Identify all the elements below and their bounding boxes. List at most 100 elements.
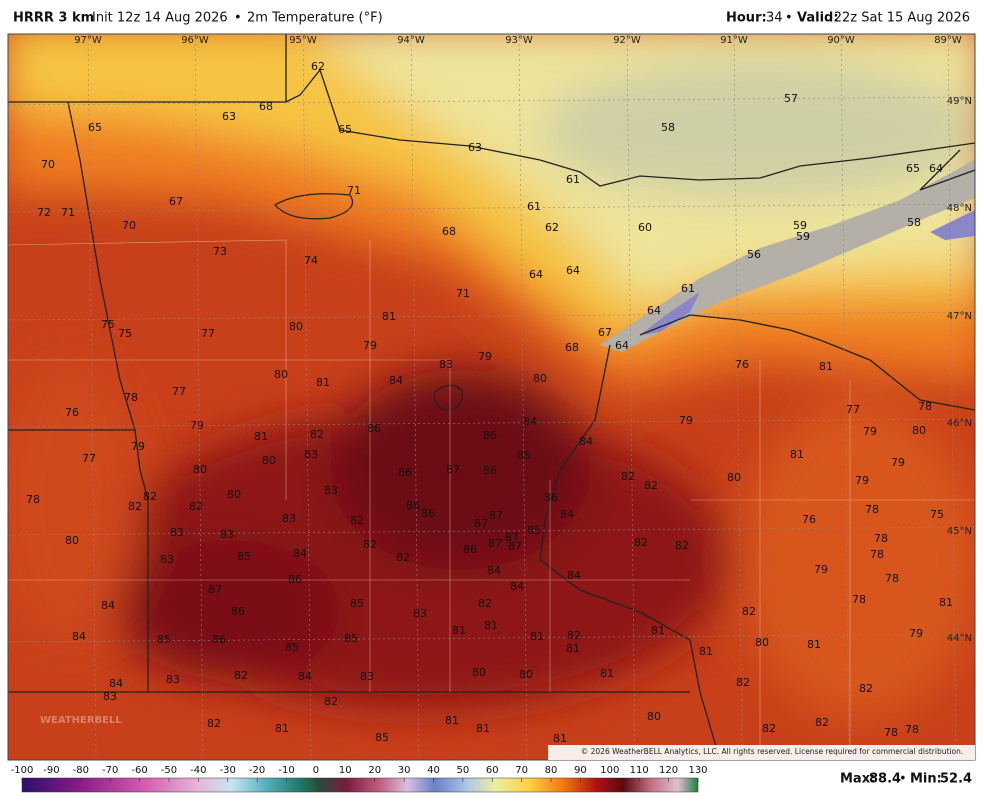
temperature-label: 81: [476, 722, 490, 735]
latitude-label: 47°N: [947, 311, 972, 322]
longitude-label: 93°W: [505, 35, 533, 46]
temperature-label: 62: [545, 221, 559, 234]
colorbar-tick-label: 130: [688, 765, 707, 776]
temperature-label: 82: [644, 479, 658, 492]
colorbar-tick-label: -10: [278, 765, 294, 776]
colorbar-tick-label: 100: [600, 765, 619, 776]
temperature-label: 81: [445, 714, 459, 727]
temperature-label: 83: [304, 448, 318, 461]
temperature-label: 79: [131, 440, 145, 453]
temperature-label: 79: [478, 350, 492, 363]
temperature-label: 87: [488, 537, 502, 550]
temperature-label: 68: [442, 225, 456, 238]
temperature-label: 67: [598, 326, 612, 339]
field-name: 2m Temperature (°F): [247, 11, 383, 26]
temperature-label: 80: [755, 636, 769, 649]
temperature-label: 75: [101, 318, 115, 331]
temperature-label: 81: [600, 667, 614, 680]
temperature-label: 84: [560, 508, 574, 521]
colorbar-tick-label: 80: [545, 765, 558, 776]
temperature-label: 76: [65, 406, 79, 419]
temperature-label: 83: [360, 670, 374, 683]
temperature-field: [8, 34, 975, 760]
longitude-line: [194, 34, 204, 760]
temperature-label: 86: [406, 499, 420, 512]
temperature-label: 71: [347, 184, 361, 197]
longitude-line: [733, 34, 743, 760]
temperature-label: 58: [661, 121, 675, 134]
longitude-line: [626, 34, 636, 760]
temperature-label: 78: [852, 593, 866, 606]
latitude-line: [8, 203, 975, 213]
temperature-label: 85: [375, 731, 389, 744]
temperature-label: 81: [699, 645, 713, 658]
temperature-label: 64: [529, 268, 543, 281]
temperature-label: 84: [523, 415, 537, 428]
temperature-label: 82: [567, 629, 581, 642]
colorbar-tick-label: 120: [659, 765, 678, 776]
temperature-label: 79: [190, 419, 204, 432]
temperature-label: 79: [863, 425, 877, 438]
temperature-label: 78: [870, 548, 884, 561]
latitude-line: [8, 526, 975, 536]
temperature-label: 82: [234, 669, 248, 682]
temperature-label: 82: [143, 490, 157, 503]
temperature-label: 75: [118, 327, 132, 340]
hour: 34: [766, 11, 783, 26]
max-label: Max:: [840, 772, 875, 787]
temperature-label: 81: [254, 430, 268, 443]
temperature-label: 79: [679, 414, 693, 427]
temperature-label: 79: [814, 563, 828, 576]
temperature-label: 86: [398, 466, 412, 479]
temperature-label: 82: [189, 500, 203, 513]
temperature-label: 78: [26, 493, 40, 506]
temperature-label: 81: [807, 638, 821, 651]
temperature-label: 84: [567, 569, 581, 582]
temperature-label: 78: [874, 532, 888, 545]
temperature-label: 84: [109, 677, 123, 690]
temperature-label: 81: [530, 630, 544, 643]
temperature-label: 86: [421, 507, 435, 520]
temperature-label: 63: [222, 110, 236, 123]
colorbar-tick-label: 0: [313, 765, 319, 776]
temperature-label: 87: [505, 531, 519, 544]
temperature-label: 83: [413, 607, 427, 620]
latitude-label: 49°N: [947, 96, 972, 107]
temperature-label: 85: [517, 449, 531, 462]
temperature-label: 80: [727, 471, 741, 484]
temperature-label: 87: [508, 540, 522, 553]
latitude-line: [8, 96, 975, 106]
colorbar-tick-label: 40: [427, 765, 440, 776]
temperature-label: 80: [262, 454, 276, 467]
temperature-label: 82: [621, 470, 635, 483]
temperature-label: 61: [681, 282, 695, 295]
temperature-label: 64: [647, 304, 661, 317]
temperature-label: 70: [122, 219, 136, 232]
temperature-label: 80: [65, 534, 79, 547]
temperature-label: 72: [37, 206, 51, 219]
latitude-label: 46°N: [947, 418, 972, 429]
colorbar-tick-label: 70: [515, 765, 528, 776]
temperature-label: 67: [169, 195, 183, 208]
latitude-label: 48°N: [947, 203, 972, 214]
min-label: Min:: [910, 772, 942, 787]
latitude-line: [8, 633, 975, 643]
latitude-line: [8, 418, 975, 428]
temperature-label: 77: [201, 327, 215, 340]
colorbar-tick-label: -100: [11, 765, 34, 776]
temperature-label: 82: [363, 538, 377, 551]
watermark: WEATHERBELL: [40, 715, 122, 726]
temperature-label: 80: [647, 710, 661, 723]
temperature-label: 83: [439, 358, 453, 371]
temperature-label: 77: [846, 403, 860, 416]
max-value: 88.4: [869, 772, 901, 787]
temperature-label: 84: [389, 374, 403, 387]
longitude-label: 96°W: [181, 35, 209, 46]
temperature-label: 65: [906, 162, 920, 175]
colorbar-tick-label: -60: [131, 765, 147, 776]
temperature-label: 80: [912, 424, 926, 437]
temperature-label: 79: [891, 456, 905, 469]
temperature-label: 64: [566, 264, 580, 277]
colorbar-tick-label: 50: [457, 765, 470, 776]
